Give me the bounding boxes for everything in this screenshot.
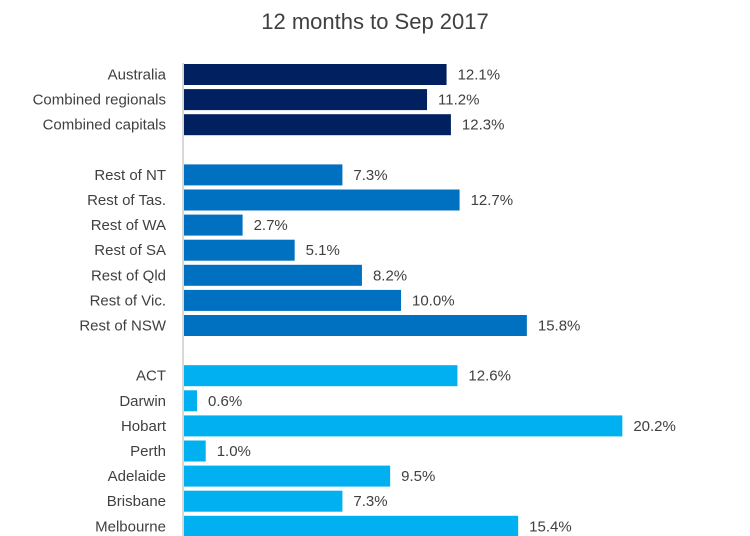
data-label: 9.5% [401, 468, 435, 485]
data-label: 0.6% [208, 393, 242, 410]
category-label: Rest of Vic. [90, 292, 166, 309]
category-label: Rest of Tas. [87, 192, 166, 209]
data-label: 11.2% [438, 92, 479, 109]
category-label: Rest of SA [94, 242, 166, 259]
bar [184, 289, 401, 311]
bar [184, 189, 460, 211]
bar [184, 114, 451, 136]
category-label: Rest of NSW [79, 318, 167, 335]
category-label: Melbourne [95, 518, 166, 535]
category-label: Perth [130, 443, 166, 460]
data-label: 12.6% [468, 368, 511, 385]
category-label: Rest of Qld [91, 267, 166, 284]
data-label: 15.4% [529, 518, 572, 535]
category-label: Combined capitals [43, 117, 166, 134]
bar [184, 315, 527, 336]
data-label: 12.3% [462, 117, 505, 134]
category-label: Rest of NT [94, 167, 166, 184]
bars-layer: Australia 12.1% Combined regionals 11.2% Com… [33, 64, 676, 536]
bar [184, 264, 362, 286]
bar [184, 89, 428, 111]
data-label: 12.1% [458, 67, 501, 84]
data-label: 12.7% [471, 192, 514, 209]
bar [184, 214, 243, 236]
data-label: 7.3% [353, 493, 387, 510]
chart-title: 12 months to Sep 2017 [261, 9, 489, 34]
category-label: Hobart [121, 418, 167, 435]
bar [184, 490, 343, 512]
category-label: Combined regionals [33, 92, 166, 109]
data-label: 15.8% [538, 318, 581, 335]
data-label: 7.3% [353, 167, 387, 184]
data-label: 1.0% [217, 443, 251, 460]
data-label: 5.1% [306, 242, 340, 259]
category-label: Darwin [119, 393, 166, 410]
bar [184, 64, 447, 85]
data-label: 20.2% [633, 418, 676, 435]
data-label: 2.7% [254, 217, 288, 234]
category-label: Rest of WA [91, 217, 166, 234]
category-label: Australia [108, 67, 167, 84]
bar [184, 239, 295, 261]
bar [184, 164, 343, 186]
bar [184, 465, 391, 487]
bar [184, 415, 623, 437]
data-label: 8.2% [373, 267, 407, 284]
category-label: Brisbane [107, 493, 166, 510]
bar [184, 515, 519, 536]
category-label: Adelaide [108, 468, 166, 485]
bar [184, 440, 206, 462]
bar [184, 365, 458, 387]
data-label: 10.0% [412, 292, 455, 309]
bar [184, 390, 198, 412]
category-label: ACT [136, 368, 166, 385]
